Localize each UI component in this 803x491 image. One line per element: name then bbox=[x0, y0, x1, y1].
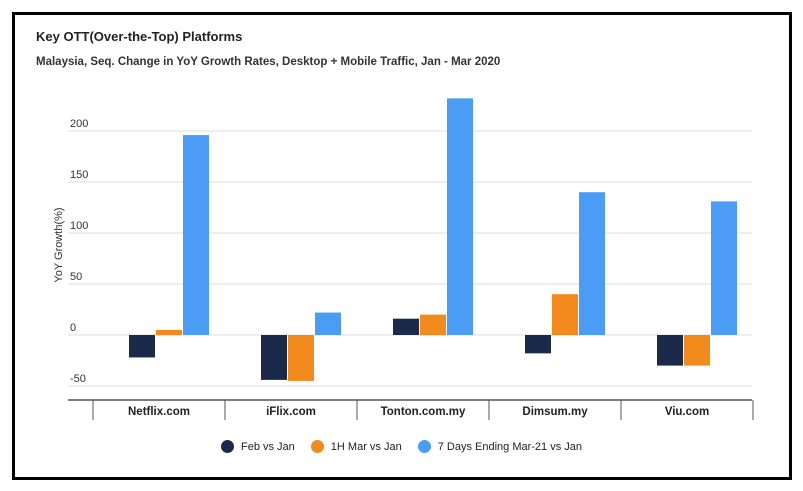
legend-swatch bbox=[310, 440, 324, 453]
bar bbox=[525, 335, 551, 354]
y-tick-label: -50 bbox=[70, 373, 86, 385]
chart-title: Key OTT(Over-the-Top) Platforms bbox=[36, 29, 243, 44]
bar bbox=[129, 335, 155, 358]
legend-label: 7 Days Ending Mar-21 vs Jan bbox=[437, 440, 583, 453]
bar bbox=[447, 98, 473, 335]
x-tick-label: iFlix.com bbox=[266, 406, 316, 418]
bar bbox=[183, 135, 209, 335]
y-tick-label: 100 bbox=[70, 220, 88, 232]
bar bbox=[315, 312, 341, 335]
bar bbox=[657, 335, 683, 366]
legend-label: 1H Mar vs Jan bbox=[330, 440, 402, 453]
bar bbox=[156, 329, 182, 335]
legend-item: 1H Mar vs Jan bbox=[310, 440, 402, 453]
legend-swatch bbox=[417, 440, 431, 453]
y-axis-title: YoY Growth(%) bbox=[53, 207, 65, 282]
legend-swatch bbox=[220, 440, 234, 453]
y-tick-label: 0 bbox=[70, 322, 76, 334]
x-tick-label: Netflix.com bbox=[128, 406, 190, 418]
bar bbox=[393, 318, 419, 335]
bar bbox=[579, 192, 605, 335]
y-tick-label: 50 bbox=[70, 271, 82, 283]
x-tick-label: Tonton.com.my bbox=[381, 406, 466, 418]
bar bbox=[420, 314, 446, 335]
bar bbox=[261, 335, 287, 380]
legend-item: Feb vs Jan bbox=[220, 440, 295, 453]
y-tick-label: 200 bbox=[70, 118, 88, 130]
chart-subtitle: Malaysia, Seq. Change in YoY Growth Rate… bbox=[36, 56, 501, 68]
chart-frame bbox=[12, 12, 792, 480]
legend: Feb vs Jan 1H Mar vs Jan 7 Days Ending Mar… bbox=[0, 440, 803, 456]
legend-label: Feb vs Jan bbox=[240, 440, 295, 453]
bar bbox=[684, 335, 710, 366]
legend-item: 7 Days Ending Mar-21 vs Jan bbox=[417, 440, 583, 453]
bar bbox=[288, 335, 314, 381]
x-tick-label: Dimsum.my bbox=[522, 406, 588, 418]
x-tick-label: Viu.com bbox=[665, 406, 710, 418]
bar bbox=[711, 201, 737, 335]
y-tick-label: 150 bbox=[70, 169, 88, 181]
bar bbox=[552, 294, 578, 335]
